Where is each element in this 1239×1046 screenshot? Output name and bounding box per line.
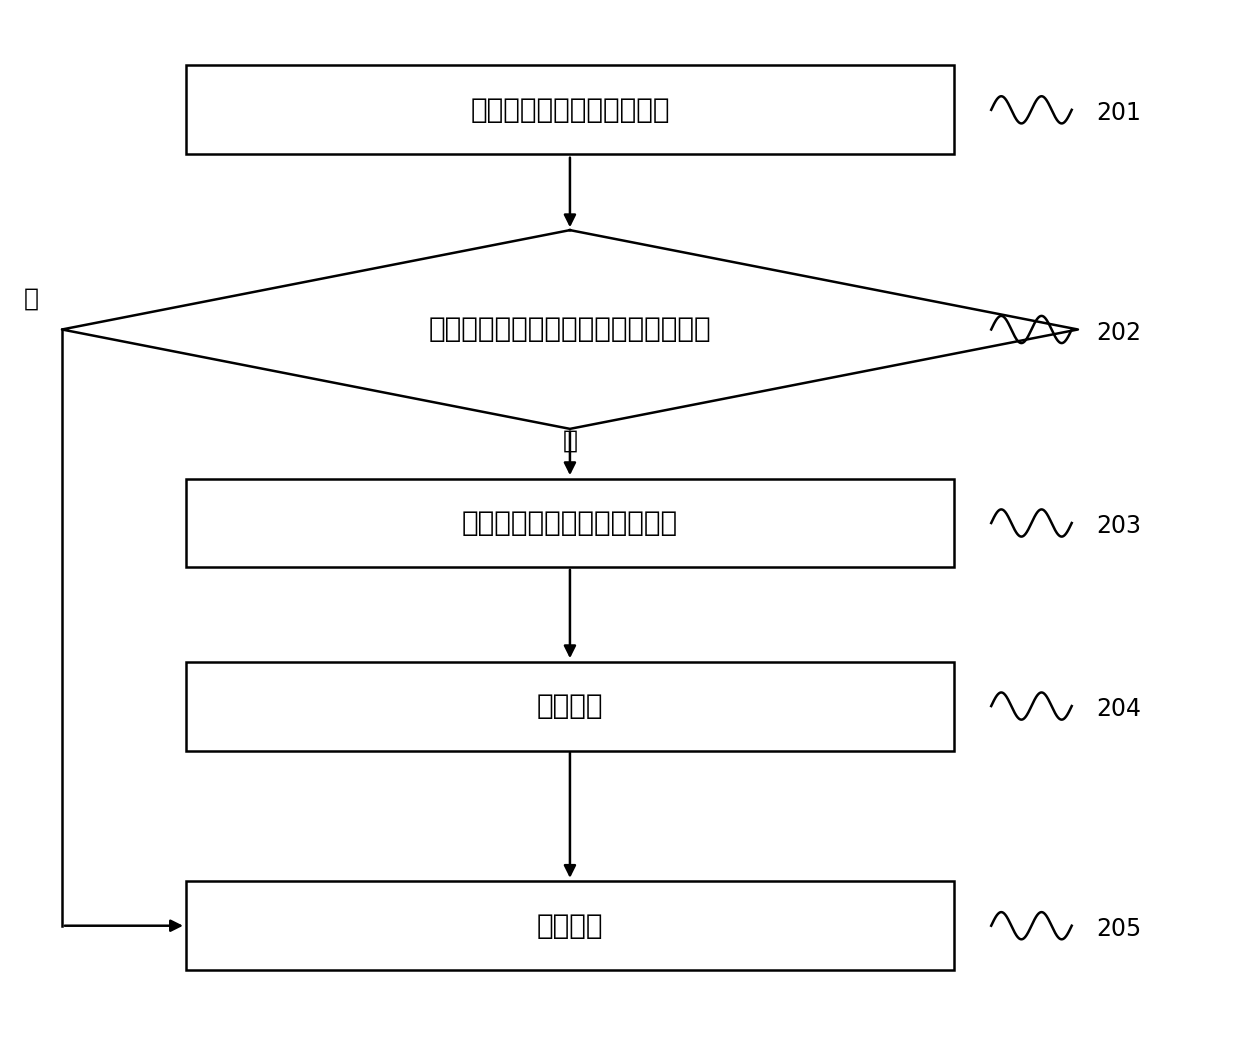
Text: 判断是否存在大于第一阈値的相间电压: 判断是否存在大于第一阈値的相间电压 [429,316,711,343]
Text: 结束放电: 结束放电 [536,692,603,720]
Bar [186,65,954,154]
Text: 结束流程: 结束流程 [536,912,603,939]
Text: 201: 201 [1097,101,1141,124]
Text: 204: 204 [1097,698,1141,721]
Bar [186,662,954,751]
Text: 在输入支路中选取悬空支路: 在输入支路中选取悬空支路 [470,96,670,123]
Polygon shape [62,230,1078,429]
Text: 203: 203 [1097,515,1141,538]
Text: 是: 是 [563,429,577,453]
Text: 对相间电压对应电容进行放电: 对相间电压对应电容进行放电 [462,509,678,537]
Text: 否: 否 [24,287,38,310]
Text: 202: 202 [1097,321,1141,344]
Bar [186,881,954,971]
Text: 205: 205 [1097,917,1142,940]
Bar [186,479,954,567]
